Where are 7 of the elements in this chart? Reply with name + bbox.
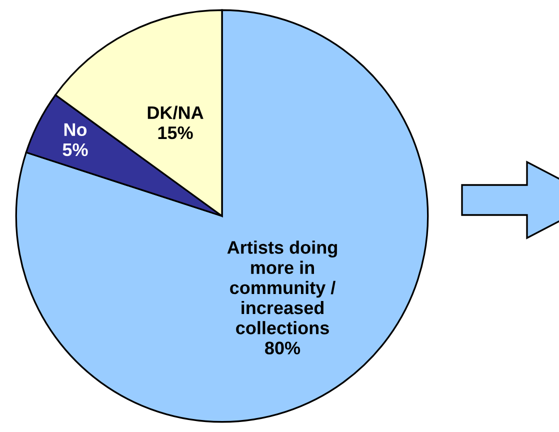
slice-label: DK/NA [148, 106, 204, 120]
slice-label: Artists doing more in community / increased collections [227, 240, 337, 334]
data-label: 5% [62, 143, 88, 156]
slice-label: No [64, 123, 87, 136]
data-label: 80% [265, 342, 300, 354]
pie-slice [15, 9, 429, 423]
data-label: 15% [158, 126, 193, 140]
